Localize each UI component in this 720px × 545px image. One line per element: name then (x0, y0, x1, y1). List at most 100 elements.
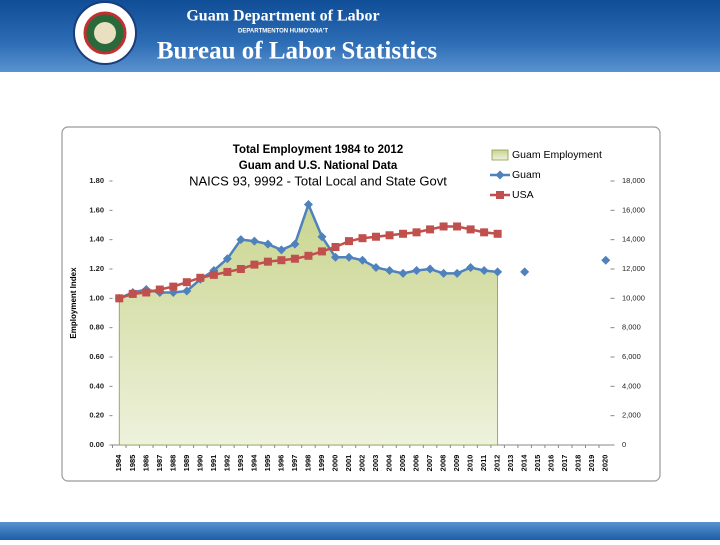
x-tick-label: 2011 (479, 455, 488, 471)
y2-tick-label: 14,000 (622, 235, 645, 244)
marker (385, 265, 395, 275)
x-tick-label: 1993 (236, 455, 245, 472)
marker (358, 234, 367, 243)
y-tick-label: 0.00 (89, 440, 104, 449)
marker (466, 225, 475, 234)
marker (412, 228, 421, 237)
x-tick-label: 1994 (249, 454, 258, 472)
x-tick-label: 2010 (466, 455, 475, 472)
marker (425, 264, 435, 274)
marker (452, 268, 462, 278)
marker (115, 294, 124, 303)
y2-tick-label: 16,000 (622, 205, 645, 214)
x-tick-label: 2018 (574, 455, 583, 472)
marker (493, 267, 503, 277)
marker (182, 286, 192, 296)
x-tick-label: 2007 (425, 455, 434, 472)
y-tick-label: 1.80 (89, 176, 104, 185)
marker (209, 270, 218, 279)
x-tick-label: 2016 (547, 455, 556, 472)
marker (426, 225, 435, 234)
chart-title: Guam and U.S. National Data (239, 160, 398, 172)
header-bureau: Bureau of Labor Statistics (157, 38, 438, 65)
y2-tick-label: 10,000 (622, 293, 645, 302)
x-tick-label: 2013 (506, 455, 515, 472)
x-tick-label: 2015 (533, 455, 542, 472)
x-tick-label: 2003 (371, 455, 380, 472)
y-tick-label: 1.60 (89, 205, 104, 214)
chart: Total Employment 1984 to 2012 Guam and U.… (69, 144, 645, 471)
marker (142, 288, 151, 297)
footer-band (0, 522, 720, 540)
marker (372, 232, 381, 241)
y-tick-label: 1.00 (89, 293, 104, 302)
legend-swatch (491, 149, 509, 161)
y-tick-label: 0.80 (89, 323, 104, 332)
legend-marker (495, 170, 505, 180)
x-tick-label: 2001 (344, 455, 353, 472)
marker (249, 236, 259, 246)
marker (412, 265, 422, 275)
marker (493, 229, 502, 238)
x-tick-label: 2020 (601, 455, 610, 472)
marker (317, 232, 327, 242)
y-axis-label: Employment Index (69, 267, 78, 339)
y2-tick-label: 2,000 (622, 411, 641, 420)
marker (466, 263, 476, 273)
marker (169, 282, 178, 291)
y-tick-label: 1.40 (89, 235, 104, 244)
x-tick-label: 2005 (398, 455, 407, 472)
y-tick-label: 1.20 (89, 264, 104, 273)
x-tick-label: 2004 (385, 454, 394, 472)
x-tick-label: 1985 (128, 455, 137, 472)
legend-label: Guam Employment (512, 149, 602, 161)
y2-tick-label: 4,000 (622, 381, 641, 390)
y-tick-label: 0.60 (89, 352, 104, 361)
x-tick-label: 2019 (587, 455, 596, 472)
marker (223, 267, 232, 276)
x-tick-label: 2012 (493, 455, 502, 472)
y-tick-label: 0.20 (89, 411, 104, 420)
marker (317, 247, 326, 256)
y-tick-label: 0.40 (89, 381, 104, 390)
y2-tick-label: 6,000 (622, 352, 641, 361)
y2-tick-label: 0 (622, 440, 626, 449)
marker (277, 256, 286, 265)
y2-tick-label: 18,000 (622, 176, 645, 185)
marker (439, 222, 448, 231)
x-tick-label: 1995 (263, 455, 272, 472)
y2-tick-label: 12,000 (622, 264, 645, 273)
marker (236, 265, 245, 273)
chart-title: NAICS 93, 9992 - Total Local and State G… (189, 173, 447, 188)
marker (182, 278, 191, 287)
x-tick-label: 1988 (168, 455, 177, 472)
legend-label: Guam (512, 169, 541, 181)
marker (304, 251, 313, 260)
x-tick-label: 1997 (290, 455, 299, 472)
x-tick-label: 2000 (330, 455, 339, 472)
marker (480, 228, 489, 237)
marker (303, 199, 313, 209)
marker (155, 285, 164, 294)
x-tick-label: 1999 (317, 455, 326, 472)
marker (453, 222, 462, 231)
marker (439, 268, 449, 278)
x-tick-label: 1991 (209, 455, 218, 472)
x-tick-label: 2017 (560, 455, 569, 472)
marker (330, 252, 340, 262)
marker (601, 255, 611, 265)
marker (331, 243, 340, 251)
marker (276, 245, 286, 255)
marker (263, 239, 273, 249)
marker (196, 273, 205, 282)
x-tick-label: 1996 (276, 455, 285, 472)
x-tick-label: 1990 (195, 455, 204, 472)
marker (263, 257, 272, 266)
x-tick-label: 2008 (439, 455, 448, 472)
marker (222, 254, 232, 264)
x-tick-label: 2009 (452, 455, 461, 472)
marker (385, 231, 394, 240)
header-subtitle: DEPARTMENTON HUMO'ONA'T (238, 29, 328, 35)
marker (344, 252, 354, 262)
